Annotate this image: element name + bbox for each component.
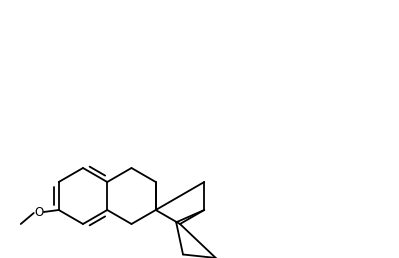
Text: O: O [34,206,43,219]
